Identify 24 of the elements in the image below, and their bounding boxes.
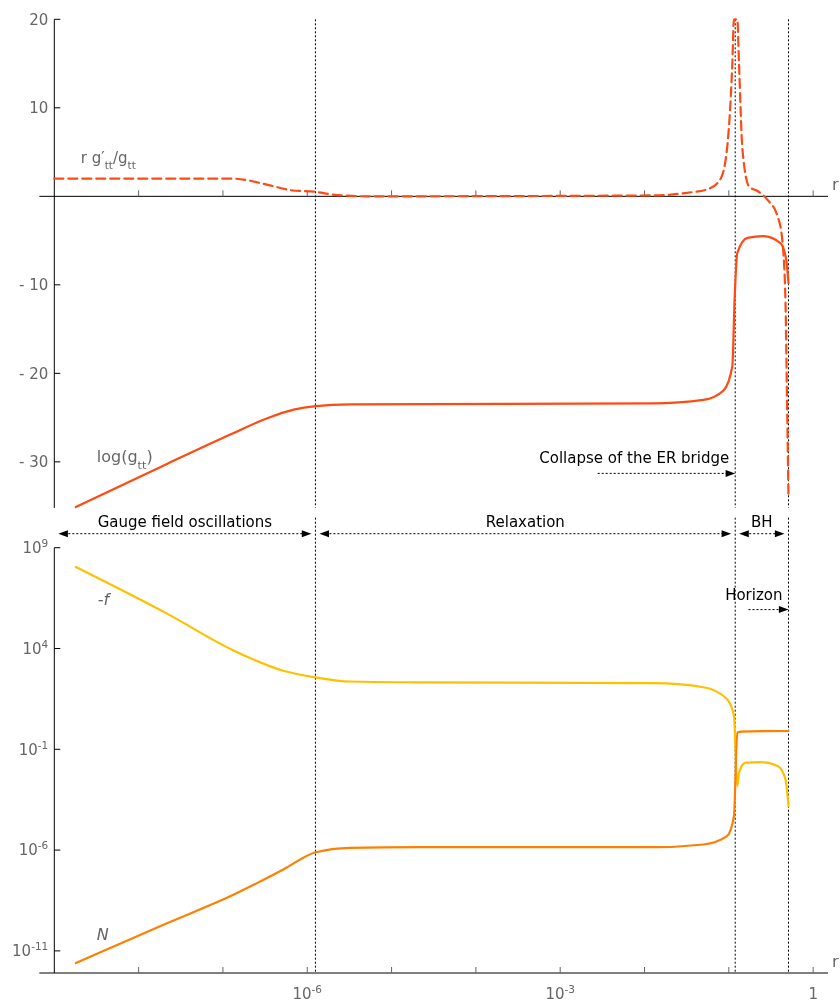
annotation: Horizon (725, 585, 783, 604)
y-tick-label: 10$^{-1}$ (18, 738, 49, 759)
y-tick-label: 20 (29, 10, 49, 29)
y-tick-label: 10$^{-6}$ (18, 839, 49, 860)
series-label: log(g$_{tt}$) (96, 447, 153, 472)
text: Gauge field oscillations (97, 512, 273, 531)
series-label: -f (97, 590, 112, 610)
text: BH (751, 512, 773, 531)
y-tick-label: - 30 (19, 453, 49, 472)
y-tick-label: - 10 (19, 276, 49, 295)
y-tick-label: 10$^{9}$ (22, 536, 49, 557)
y-tick-label: 10 (29, 99, 49, 118)
text: Relaxation (485, 512, 565, 531)
x-axis-title: r (832, 175, 839, 195)
y-tick-label: 10$^{-11}$ (12, 940, 49, 961)
y-tick-label: 10$^{4}$ (22, 637, 49, 658)
series-label: N (96, 925, 109, 945)
series-label: r g′$_{tt}$/g$_{tt}$ (80, 148, 136, 171)
x-tick-label: 1 (808, 985, 818, 1001)
x-tick-label: 10$^{-3}$ (545, 983, 575, 1001)
x-axis-title: r (832, 952, 839, 971)
y-tick-label: - 20 (19, 364, 49, 383)
x-tick-label: 10$^{-6}$ (292, 983, 323, 1001)
annotation: Collapse of the ER bridge (539, 449, 730, 468)
